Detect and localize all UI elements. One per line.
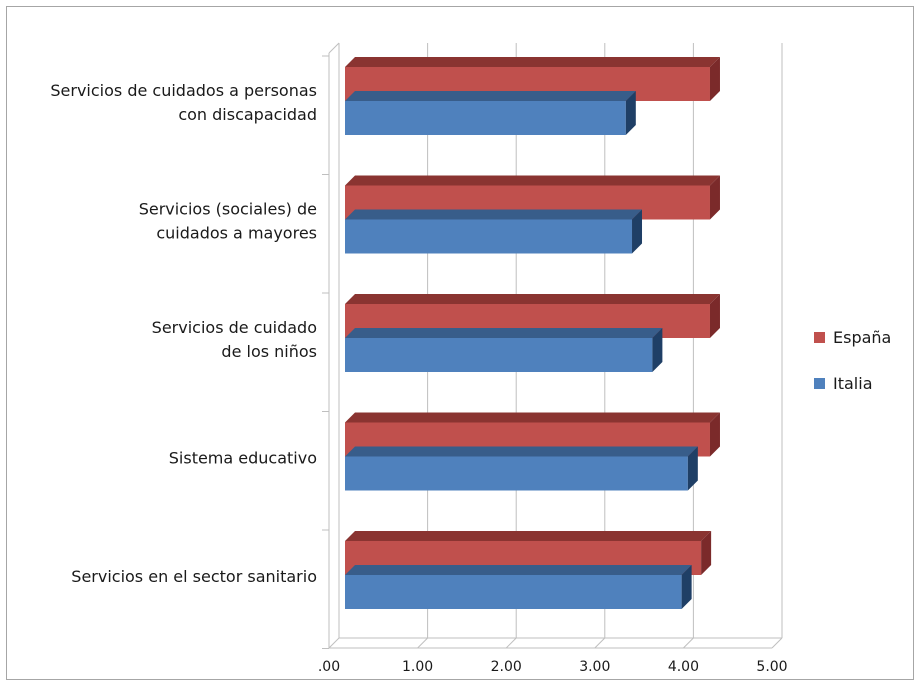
- legend-swatch-españa: [814, 332, 825, 343]
- bar-italia-top: [345, 209, 643, 220]
- bar-italia-top: [345, 565, 692, 575]
- bar-italia-side: [681, 565, 692, 609]
- bar-italia-side: [687, 446, 698, 491]
- bar-italia-side: [625, 91, 636, 135]
- bar-italia-front: [345, 338, 653, 372]
- legend-label-españa: España: [833, 328, 891, 347]
- floor-gridline: [328, 637, 340, 649]
- bar-españa-side: [701, 531, 712, 575]
- category-label: cuidados a mayores: [156, 224, 317, 243]
- floor-gridline: [505, 637, 517, 649]
- bar-españa-side: [709, 294, 720, 338]
- legend-label-italia: Italia: [833, 374, 873, 393]
- category-label: Servicios (sociales) de: [139, 200, 317, 219]
- legend: España Italia: [814, 328, 891, 393]
- category-label: Servicios de cuidados a personas: [50, 81, 317, 100]
- bar-italia-front: [345, 101, 626, 135]
- floor-gridline: [683, 637, 694, 649]
- category-label: con discapacidad: [178, 105, 317, 124]
- x-tick-label: 4.00: [668, 659, 699, 675]
- bar-españa-top: [345, 412, 720, 423]
- floor-gridline: [594, 637, 606, 649]
- category-labels: Servicios de cuidados a personas con disc…: [50, 81, 317, 586]
- bar-italia-side: [632, 209, 643, 254]
- bar-italia-top: [345, 91, 636, 101]
- bar-españa-side: [709, 412, 720, 457]
- bar-italia-front: [345, 456, 688, 491]
- category-label: Sistema educativo: [169, 449, 317, 468]
- x-tick-label: 1.00: [402, 659, 433, 675]
- bar-italia-front: [345, 575, 682, 609]
- bar-italia-top: [345, 328, 663, 338]
- bar-españa-side: [709, 57, 720, 101]
- bar-italia-front: [345, 219, 633, 254]
- bar-españa-top: [345, 531, 712, 541]
- tick-labels: .00 1.00 2.00 3.00 4.00 5.00: [318, 659, 788, 675]
- left-wall-top: [328, 42, 340, 54]
- x-tick-label: .00: [318, 659, 340, 675]
- bar-españa-top: [345, 175, 720, 186]
- legend-swatch-italia: [814, 378, 825, 389]
- x-tick-label: 5.00: [756, 659, 787, 675]
- category-label: de los niños: [221, 342, 317, 361]
- bar-españa-side: [709, 175, 720, 220]
- bar-españa-top: [345, 57, 720, 67]
- floor-gridline: [417, 637, 428, 649]
- floor-gridline: [771, 637, 783, 649]
- category-label: Servicios en el sector sanitario: [71, 567, 317, 586]
- bars-layer: [345, 57, 720, 609]
- category-label: Servicios de cuidado: [152, 318, 317, 337]
- bar-chart: Servicios de cuidados a personas con disc…: [50, 42, 891, 675]
- bar-italia-side: [652, 328, 663, 372]
- x-tick-label: 3.00: [579, 659, 610, 675]
- x-tick-label: 2.00: [491, 659, 522, 675]
- bar-españa-top: [345, 294, 720, 304]
- chart-frame: Servicios de cuidados a personas con disc…: [6, 6, 914, 680]
- bar-italia-top: [345, 446, 698, 457]
